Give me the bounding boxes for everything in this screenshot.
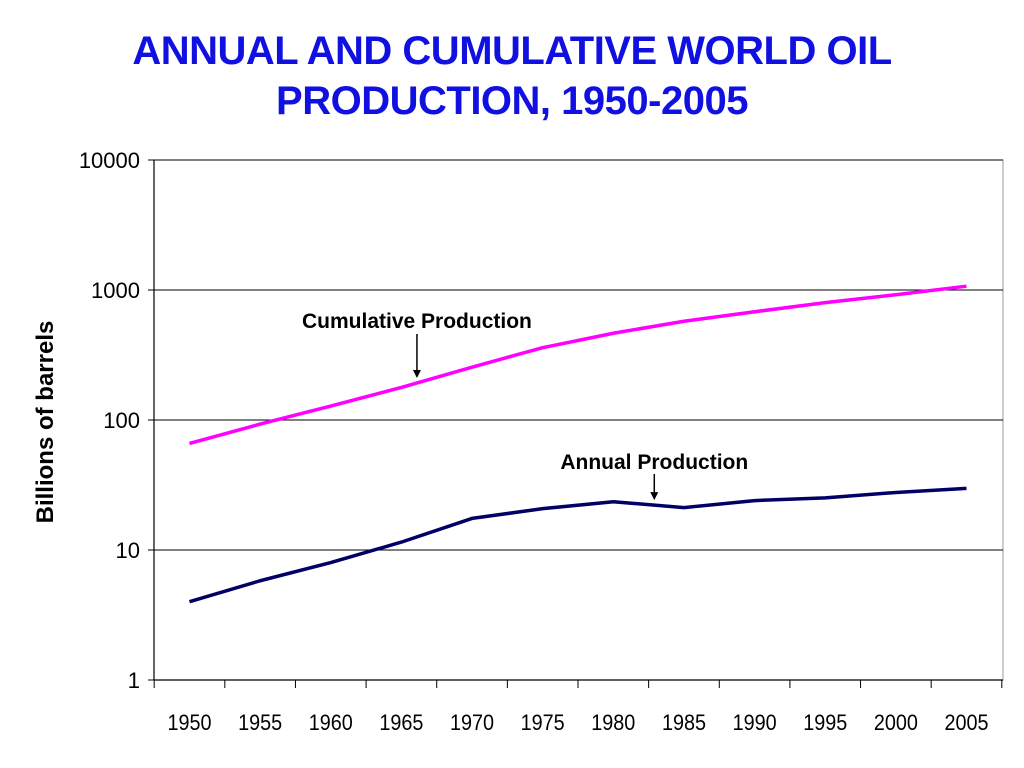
x-tick-label: 1990 <box>733 711 777 735</box>
chart-title-line-1: ANNUAL AND CUMULATIVE WORLD OIL <box>132 29 892 73</box>
x-tick-label: 1970 <box>450 711 494 735</box>
x-tick-label: 1995 <box>803 711 847 735</box>
annual-arrow-head <box>650 492 659 501</box>
cumulative-production-label: Cumulative Production <box>302 310 532 333</box>
cumulative-production-line <box>189 284 967 446</box>
x-tick-label: 1950 <box>167 711 211 735</box>
x-tick-label: 1965 <box>379 711 423 735</box>
x-tick-label: 1960 <box>309 711 353 735</box>
x-tick-label: 1985 <box>662 711 706 735</box>
x-tick-label: 2005 <box>944 711 988 735</box>
cumulative-arrow-head <box>412 369 421 378</box>
chart-title-line-2: PRODUCTION, 1950-2005 <box>276 79 748 123</box>
annual-production-line <box>189 486 967 604</box>
x-tick-label: 2000 <box>874 711 918 735</box>
y-tick-label: 10 <box>116 538 140 563</box>
y-tick-label: 1000 <box>91 278 140 303</box>
y-axis-label: Billions of barrels <box>32 321 59 524</box>
y-tick-label: 100 <box>103 408 140 433</box>
x-tick-label: 1955 <box>238 711 282 735</box>
y-tick-label: 10000 <box>79 148 140 173</box>
annual-production-label: Annual Production <box>560 451 748 474</box>
y-tick-label: 1 <box>128 668 140 693</box>
x-tick-label: 1980 <box>591 711 635 735</box>
x-tick-label: 1975 <box>521 711 565 735</box>
chart-title: ANNUAL AND CUMULATIVE WORLD OIL PRODUCTI… <box>0 26 1024 126</box>
